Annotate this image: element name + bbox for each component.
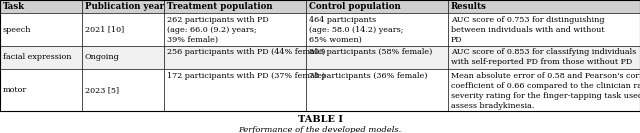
Text: 464 participants
(age: 58.0 (14.2) years;
65% women): 464 participants (age: 58.0 (14.2) years… <box>308 16 403 44</box>
Bar <box>448 0 640 13</box>
Text: 78 participants (36% female): 78 participants (36% female) <box>308 72 427 80</box>
Text: AUC score of 0.853 for classifying individuals
with self-reported PD from those : AUC score of 0.853 for classifying indiv… <box>451 48 636 66</box>
Text: 172 participants with PD (37% female): 172 participants with PD (37% female) <box>166 72 325 80</box>
Text: 262 participants with PD
(age: 66.0 (9.2) years;
39% female): 262 participants with PD (age: 66.0 (9.2… <box>166 16 268 44</box>
Bar <box>82 69 164 111</box>
Text: facial expression: facial expression <box>3 53 71 61</box>
Text: 2021 [10]: 2021 [10] <box>84 26 124 34</box>
Text: Performance of the developed models.: Performance of the developed models. <box>238 126 402 133</box>
Bar <box>448 69 640 111</box>
Text: Control population: Control population <box>308 2 400 11</box>
Bar <box>448 13 640 46</box>
Bar <box>0 0 82 13</box>
Bar <box>306 46 448 69</box>
Text: Task: Task <box>3 2 24 11</box>
Text: motor: motor <box>3 86 27 94</box>
Text: 256 participants with PD (44% female): 256 participants with PD (44% female) <box>166 48 325 56</box>
Bar <box>164 69 306 111</box>
Text: AUC score of 0.753 for distinguishing
between individuals with and without
PD: AUC score of 0.753 for distinguishing be… <box>451 16 604 44</box>
Text: 803 participants (58% female): 803 participants (58% female) <box>308 48 432 56</box>
Bar <box>164 0 306 13</box>
Bar <box>82 13 164 46</box>
Bar <box>0 13 82 46</box>
Bar <box>306 69 448 111</box>
Bar <box>82 46 164 69</box>
Text: Treatment population: Treatment population <box>166 2 272 11</box>
Text: 2023 [5]: 2023 [5] <box>84 86 118 94</box>
Bar <box>0 46 82 69</box>
Text: speech: speech <box>3 26 31 34</box>
Bar <box>164 46 306 69</box>
Text: TABLE I: TABLE I <box>298 115 342 124</box>
Text: Mean absolute error of 0.58 and Pearson's correlation
coefficient of 0.66 compar: Mean absolute error of 0.58 and Pearson'… <box>451 72 640 110</box>
Bar <box>0 69 82 111</box>
Bar <box>448 46 640 69</box>
Bar <box>306 13 448 46</box>
Bar <box>306 0 448 13</box>
Bar <box>82 0 164 13</box>
Text: Results: Results <box>451 2 486 11</box>
Text: Publication year: Publication year <box>84 2 164 11</box>
Text: Ongoing: Ongoing <box>84 53 119 61</box>
Bar <box>164 13 306 46</box>
